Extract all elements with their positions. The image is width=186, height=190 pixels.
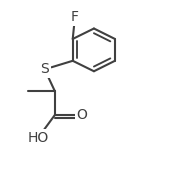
Text: HO: HO bbox=[28, 131, 49, 145]
Text: O: O bbox=[76, 108, 87, 122]
Text: F: F bbox=[71, 10, 79, 24]
Text: S: S bbox=[40, 62, 49, 76]
